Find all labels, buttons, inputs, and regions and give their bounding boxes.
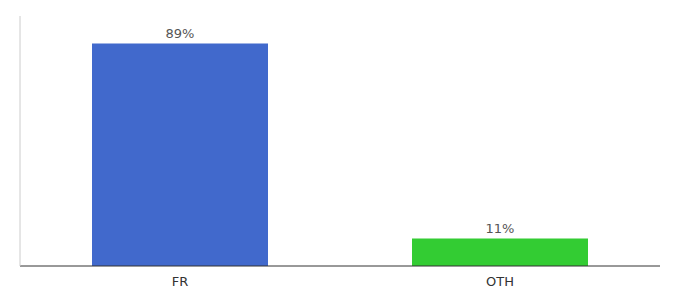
- bar: [412, 239, 588, 267]
- x-tick-label: FR: [172, 274, 189, 289]
- x-axis-line: [20, 266, 660, 267]
- data-label: 89%: [166, 26, 195, 41]
- bars: [92, 44, 588, 267]
- chart: 89% 11% FR OTH: [0, 0, 680, 300]
- y-axis-line: [20, 16, 21, 266]
- plot-area: 89% 11% FR OTH: [20, 16, 660, 289]
- data-label: 11%: [486, 221, 515, 236]
- chart-container: 89% 11% FR OTH: [0, 0, 680, 300]
- bar: [92, 44, 268, 267]
- x-tick-label: OTH: [486, 274, 514, 289]
